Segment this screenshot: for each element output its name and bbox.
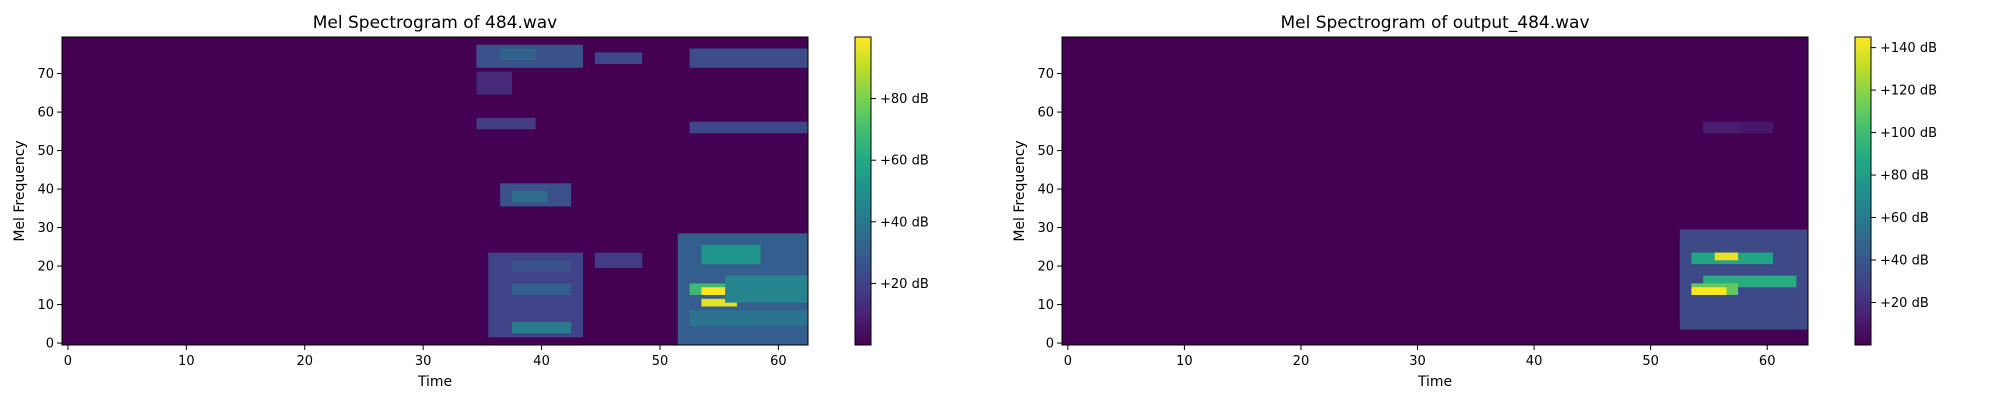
heatmap-cell — [725, 275, 808, 303]
colorbar-tick-label: +20 dB — [1880, 296, 1929, 311]
colorbar-tick-label: +140 dB — [1880, 41, 1937, 56]
heatmap-cell — [701, 244, 761, 265]
colorbar-tick-label: +40 dB — [1880, 254, 1929, 269]
heatmap-cell — [1703, 275, 1797, 288]
x-tick-label: 0 — [64, 354, 72, 369]
heatmap-cell — [594, 52, 643, 64]
x-tick-label: 60 — [770, 354, 787, 369]
y-tick-label: 50 — [1037, 144, 1054, 159]
heatmap-cell — [1691, 287, 1727, 295]
x-tick-label: 20 — [296, 354, 313, 369]
y-tick-label: 30 — [37, 221, 54, 236]
y-tick-label: 70 — [1037, 67, 1054, 82]
y-tick-label: 70 — [37, 67, 54, 82]
heatmap-cell — [511, 260, 572, 272]
y-axis-label: Mel Frequency — [12, 140, 28, 241]
y-axis-label: Mel Frequency — [1012, 140, 1028, 241]
colorbar — [854, 36, 872, 346]
heatmap-cell — [511, 283, 572, 295]
plot-frame — [1061, 36, 1809, 346]
colorbar-tick-label: +60 dB — [1880, 211, 1929, 226]
x-tick-label: 0 — [1064, 354, 1072, 369]
colorbar-tick-label: +80 dB — [1880, 169, 1929, 184]
x-tick-label: 10 — [1176, 354, 1193, 369]
heatmap-cell — [689, 310, 808, 326]
x-tick-label: 30 — [1409, 354, 1426, 369]
y-tick-label: 30 — [1037, 221, 1054, 236]
heatmap-cell — [1714, 252, 1739, 261]
y-tick-label: 50 — [37, 144, 54, 159]
plot-frame — [61, 36, 809, 346]
y-tick-label: 40 — [1037, 183, 1054, 198]
y-tick-label: 20 — [1037, 260, 1054, 275]
y-tick-label: 40 — [37, 183, 54, 198]
spectrogram-chart-2: 0 10 20 30 40 50 60 0 10 20 30 40 50 60 70 Mel Spectrog… — [1012, 13, 1937, 390]
heatmap-cell — [689, 121, 808, 134]
colorbar-tick-label: +100 dB — [1880, 126, 1937, 141]
y-tick-label: 20 — [37, 260, 54, 275]
y-tick-label: 10 — [37, 298, 54, 313]
x-tick-label: 60 — [1759, 354, 1776, 369]
x-tick-label: 10 — [178, 354, 195, 369]
spectrogram-chart-1: 0 10 20 30 40 50 60 0 10 20 30 40 50 60 70 Mel Spectrog… — [12, 13, 929, 390]
heatmap-cell — [500, 48, 536, 61]
y-tick-label: 10 — [1037, 298, 1054, 313]
colorbar-tick-label: +20 dB — [880, 277, 929, 292]
y-tick-label: 60 — [37, 106, 54, 121]
y-tick-label: 60 — [1037, 106, 1054, 121]
chart-title: Mel Spectrogram of output_484.wav — [1280, 13, 1589, 33]
heatmap-cell — [511, 321, 572, 334]
heatmap-cell — [476, 117, 536, 130]
heatmap-cell — [594, 252, 643, 268]
colorbar-tick-label: +60 dB — [880, 154, 929, 169]
y-tick-label: 0 — [1046, 337, 1054, 352]
spectrogram-panel-2: 0 10 20 30 40 50 60 0 10 20 30 40 50 60 70 Mel Spectrog… — [1000, 0, 2000, 400]
x-tick-label: 40 — [533, 354, 550, 369]
x-tick-label: 50 — [652, 354, 669, 369]
x-tick-label: 50 — [1642, 354, 1659, 369]
chart-title: Mel Spectrogram of 484.wav — [313, 13, 558, 33]
y-tick-label: 0 — [46, 337, 54, 352]
x-tick-label: 30 — [415, 354, 432, 369]
x-tick-label: 20 — [1293, 354, 1310, 369]
spectrogram-panel-1: 0 10 20 30 40 50 60 0 10 20 30 40 50 60 70 Mel Spectrog… — [12, 13, 929, 390]
heatmap-cell — [701, 298, 737, 307]
heatmap-cell — [689, 48, 808, 68]
colorbar-tick-label: +40 dB — [880, 215, 929, 230]
colorbar-tick-label: +80 dB — [880, 92, 929, 107]
heatmap-cell — [476, 71, 512, 95]
x-tick-label: 40 — [1526, 354, 1543, 369]
x-axis-label: Time — [417, 374, 452, 390]
heatmap-cell — [701, 287, 737, 295]
heatmap-cell — [511, 191, 548, 203]
colorbar — [1854, 36, 1872, 346]
x-axis-label: Time — [1417, 374, 1452, 390]
heatmap-cell — [1738, 121, 1774, 134]
heatmap-cell — [1703, 121, 1739, 134]
colorbar-tick-label: +120 dB — [1880, 84, 1937, 99]
